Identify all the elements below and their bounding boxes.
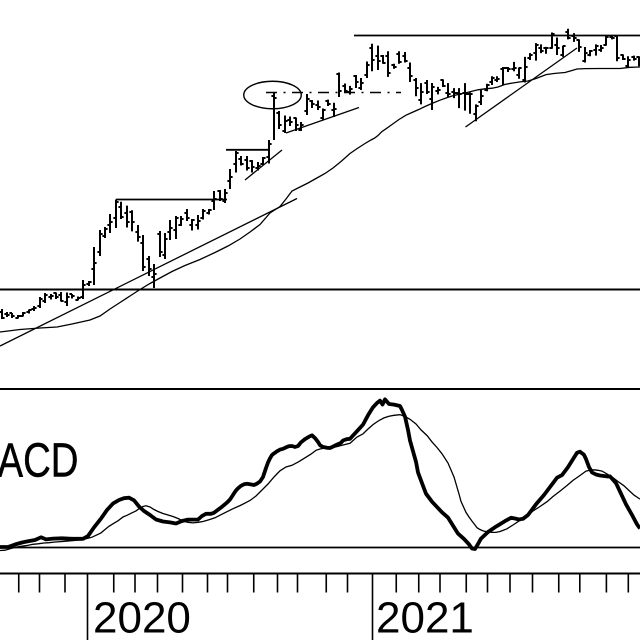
svg-text:2021: 2021 xyxy=(376,594,474,640)
svg-text:MACD: MACD xyxy=(0,434,79,487)
svg-text:2020: 2020 xyxy=(93,594,191,640)
